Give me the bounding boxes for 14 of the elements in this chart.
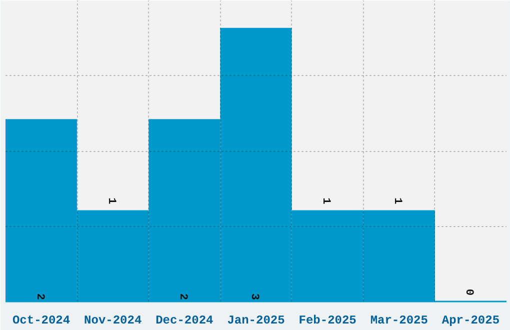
- data-label: 1: [104, 198, 117, 205]
- data-label: 2: [176, 293, 188, 300]
- data-label: 2: [33, 293, 46, 300]
- data-label: 3: [248, 293, 260, 300]
- x-tick-label: Nov-2024: [84, 314, 142, 328]
- x-tick-label: Dec-2024: [156, 314, 214, 328]
- x-tick-label: Apr-2025: [442, 314, 500, 328]
- x-tick-label: Mar-2025: [370, 314, 428, 328]
- data-label: 1: [391, 198, 404, 205]
- data-label: 0: [462, 288, 475, 296]
- x-tick-label: Oct-2024: [12, 314, 70, 328]
- x-tick-label: Jan-2025: [227, 314, 285, 328]
- x-tick-label: Feb-2025: [298, 314, 356, 328]
- data-label: 1: [320, 198, 332, 205]
